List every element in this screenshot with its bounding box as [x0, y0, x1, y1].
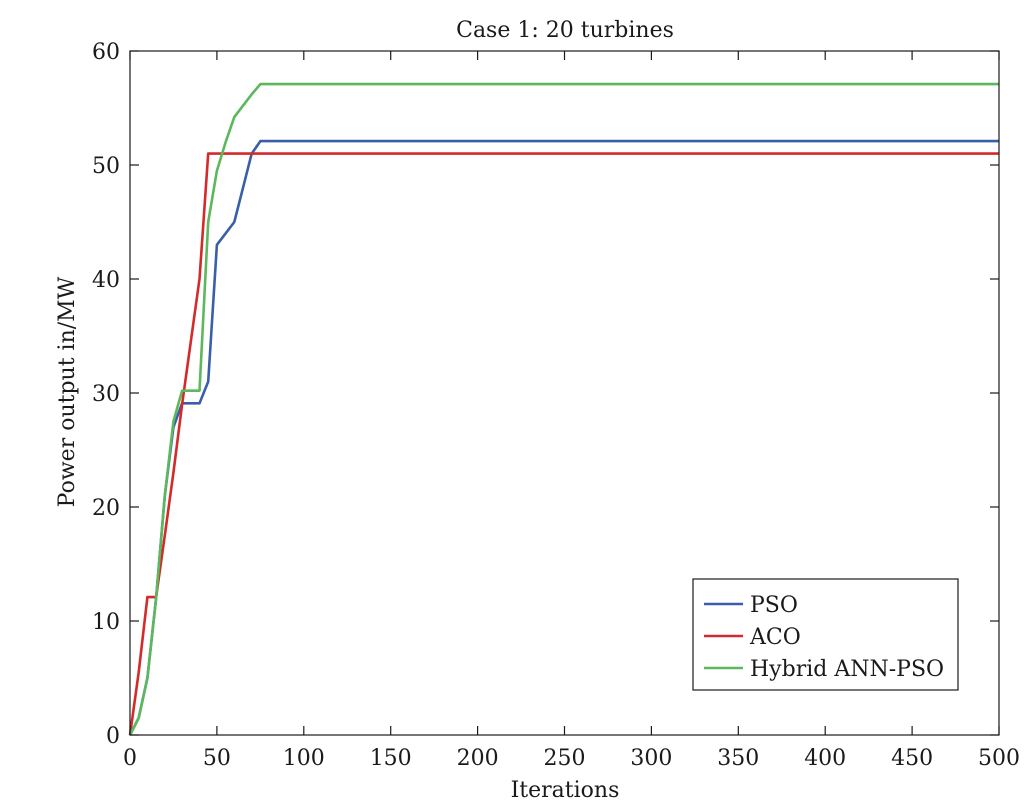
- series-layer: [128, 82, 999, 736]
- y-tick-label: 30: [92, 382, 120, 407]
- y-tick-label: 20: [92, 496, 120, 521]
- legend-label: Hybrid ANN-PSO: [750, 657, 944, 682]
- y-tick-label: 0: [106, 724, 120, 749]
- legend-label: ACO: [749, 625, 801, 650]
- x-tick-label: 100: [283, 746, 325, 771]
- y-tick-label: 60: [92, 40, 120, 65]
- x-axis-label: Iterations: [511, 778, 620, 803]
- series-line-aco: [128, 152, 999, 736]
- ticks-layer: 0 50 100 150 200 250 300 350 400 450 500 0 10 20 30 40 5…: [92, 40, 1020, 771]
- x-tick-label: 250: [544, 746, 586, 771]
- x-tick-label: 500: [978, 746, 1020, 771]
- y-tick-label: 10: [92, 610, 120, 635]
- x-tick-label: 450: [891, 746, 933, 771]
- y-tick-label: 40: [92, 268, 120, 293]
- legend: PSO ACO Hybrid ANN-PSO: [692, 578, 959, 691]
- chart-title: Case 1: 20 turbines: [456, 18, 674, 43]
- x-tick-label: 400: [804, 746, 846, 771]
- x-tick-label: 300: [630, 746, 672, 771]
- y-tick-label: 50: [92, 154, 120, 179]
- x-tick-label: 0: [123, 746, 137, 771]
- legend-label: PSO: [750, 593, 798, 618]
- series-line-hybrid-ann-pso: [128, 82, 999, 736]
- legend-box: [692, 578, 959, 691]
- x-tick-label: 50: [203, 746, 231, 771]
- x-tick-label: 350: [717, 746, 759, 771]
- x-tick-label: 200: [457, 746, 499, 771]
- x-tick-label: 150: [370, 746, 412, 771]
- y-axis-label: Power output in/MW: [55, 276, 80, 507]
